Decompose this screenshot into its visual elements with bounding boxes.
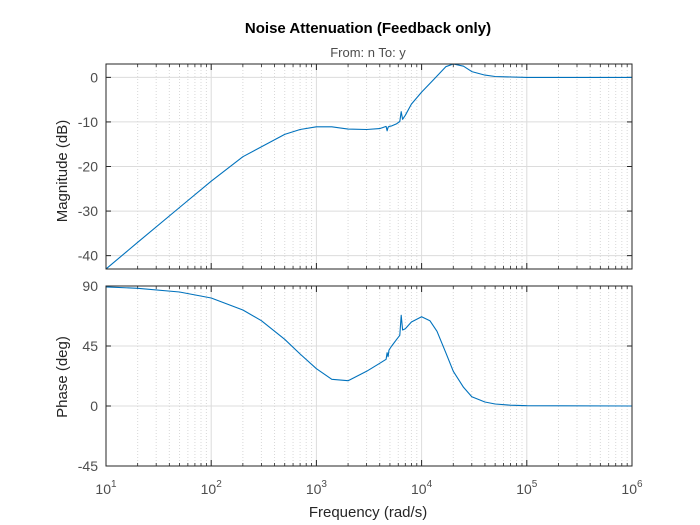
phase-y-tick-label: 45 (82, 338, 98, 354)
phase-y-tick-label: -45 (78, 458, 98, 474)
magnitude-y-tick-label: -20 (78, 159, 98, 175)
magnitude-y-tick-label: -10 (78, 114, 98, 130)
phase-y-tick-label: 0 (90, 398, 98, 414)
x-tick-label: 102 (201, 479, 223, 497)
x-tick-label: 106 (621, 479, 643, 497)
x-axis-label: Frequency (rad/s) (309, 504, 427, 521)
x-tick-label: 103 (306, 479, 328, 497)
phase-plot-area (106, 286, 632, 466)
x-tick-label: 101 (95, 479, 117, 497)
phase-y-tick-label: 90 (82, 278, 98, 294)
phase-series-line (106, 286, 632, 407)
magnitude-y-axis-label: Magnitude (dB) (54, 120, 71, 223)
phase-y-axis-label: Phase (deg) (54, 336, 71, 418)
x-tick-label: 105 (516, 479, 538, 497)
magnitude-panel: 0 -10 -20 -30 -40 (78, 63, 633, 270)
chart-title: Noise Attenuation (Feedback only) (245, 20, 491, 37)
magnitude-y-tick-label: 0 (90, 69, 98, 85)
magnitude-y-tick-label: -30 (78, 203, 98, 219)
magnitude-y-tick-label: -40 (78, 248, 98, 264)
phase-panel: 90 45 0 -45 (78, 278, 633, 474)
phase-axes-box (105, 285, 633, 467)
chart-subtitle: From: n To: y (330, 45, 406, 60)
magnitude-series-line (106, 64, 632, 269)
x-tick-label: 104 (411, 479, 433, 497)
magnitude-axes-box (105, 63, 633, 270)
x-tick-labels: 101 102 103 104 105 106 (95, 479, 643, 497)
